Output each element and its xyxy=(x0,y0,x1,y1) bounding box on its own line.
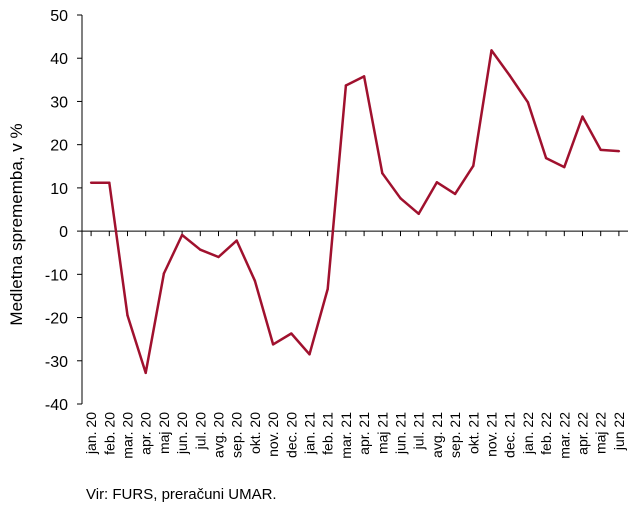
data-point xyxy=(144,371,147,375)
x-tick-label: feb. 21 xyxy=(320,412,336,455)
x-tick-label: mar. 21 xyxy=(338,412,354,459)
x-tick-label: jun 22 xyxy=(611,412,627,451)
y-tick-label: -30 xyxy=(45,354,68,371)
y-tick-label: 40 xyxy=(50,51,68,68)
data-point xyxy=(362,75,366,78)
source-note: Vir: FURS, preračuni UMAR. xyxy=(86,486,277,503)
x-tick-label: avg. 21 xyxy=(429,412,445,458)
data-point xyxy=(199,248,202,251)
y-tick-label: -10 xyxy=(45,267,68,284)
data-point xyxy=(581,115,584,118)
x-tick-label: dec. 20 xyxy=(283,412,299,458)
x-tick-label: jan. 22 xyxy=(520,412,536,455)
y-tick-label: 0 xyxy=(59,224,68,241)
data-point xyxy=(108,181,111,184)
data-point xyxy=(89,181,93,184)
x-tick-label: nov. 21 xyxy=(484,412,500,457)
data-point xyxy=(290,332,293,335)
data-point xyxy=(453,192,457,196)
x-tick-label: okt. 21 xyxy=(465,412,481,454)
x-tick-label: jan. 21 xyxy=(302,412,318,455)
data-point xyxy=(472,164,475,168)
x-tick-label: jan. 20 xyxy=(83,412,99,455)
x-tick-label: okt. 20 xyxy=(247,412,263,454)
x-tick-label: apr. 20 xyxy=(138,412,154,455)
x-tick-label: maj 21 xyxy=(374,412,390,454)
x-tick-label: dec. 21 xyxy=(502,412,518,458)
data-point xyxy=(563,165,566,169)
y-tick-label: 10 xyxy=(50,181,68,198)
y-tick-label: 20 xyxy=(50,138,68,155)
x-tick-label: jul. 21 xyxy=(411,412,427,451)
data-point xyxy=(417,212,420,216)
data-point xyxy=(544,156,548,160)
x-tick-label: jun. 20 xyxy=(174,412,190,455)
x-tick-label: mar. 20 xyxy=(120,412,136,459)
y-tick-label: -20 xyxy=(45,311,68,328)
data-point xyxy=(126,314,129,317)
x-tick-label: nov. 20 xyxy=(265,412,281,457)
data-point xyxy=(344,84,348,87)
y-tick-label: 50 xyxy=(50,8,68,25)
data-point xyxy=(490,49,493,52)
x-axis-ticks: jan. 20 feb. 20 mar. 20 apr. 20 maj 20 jun. 2… xyxy=(83,231,627,459)
y-tick-label: -40 xyxy=(45,397,68,414)
x-tick-label: sep. 20 xyxy=(229,412,245,458)
data-point xyxy=(435,181,439,184)
y-tick-label: 30 xyxy=(50,94,68,111)
data-point xyxy=(526,101,530,104)
data-point xyxy=(308,353,311,356)
x-tick-label: maj 20 xyxy=(156,412,172,454)
data-point xyxy=(508,74,511,77)
x-tick-label: apr. 21 xyxy=(356,412,372,455)
data-point xyxy=(399,197,402,200)
x-tick-label: feb. 22 xyxy=(538,412,554,455)
data-point xyxy=(253,279,257,283)
x-tick-label: sep. 21 xyxy=(447,412,463,458)
data-point xyxy=(235,239,238,242)
x-tick-label: avg. 20 xyxy=(211,412,227,458)
data-point xyxy=(180,233,184,237)
data-point xyxy=(271,343,275,346)
x-tick-label: jul. 20 xyxy=(192,412,208,451)
x-tick-label: apr. 22 xyxy=(575,412,591,455)
x-tick-label: feb. 20 xyxy=(101,412,117,455)
y-axis-label: Medletna sprememba, v % xyxy=(7,123,26,325)
x-tick-label: maj 22 xyxy=(593,412,609,454)
data-point xyxy=(326,287,329,291)
series-line xyxy=(91,49,619,375)
data-point xyxy=(217,255,220,259)
data-point xyxy=(599,148,602,152)
x-tick-label: mar. 22 xyxy=(556,412,572,459)
data-point xyxy=(381,171,384,175)
series-group xyxy=(89,49,621,375)
data-point xyxy=(617,149,621,153)
data-point xyxy=(162,272,166,275)
x-tick-label: jun. 21 xyxy=(393,412,409,455)
y-axis-ticks: -40 -30 -20 -10 0 10 20 30 40 50 xyxy=(45,8,82,414)
